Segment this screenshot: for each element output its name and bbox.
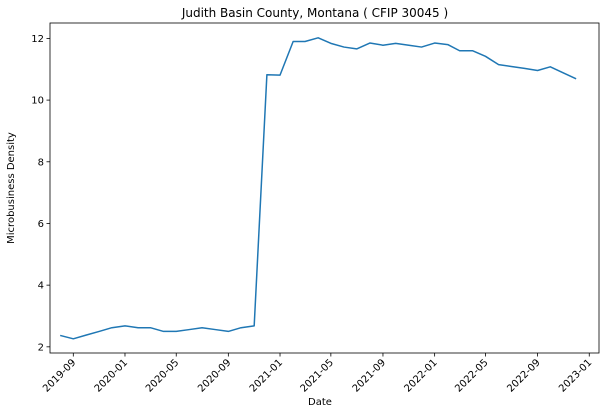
x-tick-label: 2020-09 — [196, 357, 233, 394]
y-axis-label: Microbusiness Density — [6, 132, 17, 244]
x-tick-label: 2021-09 — [351, 357, 388, 394]
x-tick-label: 2021-05 — [299, 357, 336, 394]
y-tick-label: 6 — [38, 219, 44, 230]
y-tick-label: 4 — [38, 281, 44, 292]
y-tick-label: 10 — [31, 96, 44, 107]
x-tick-label: 2019-09 — [41, 357, 78, 394]
series-group — [59, 37, 577, 340]
x-tick-label: 2020-01 — [93, 357, 130, 394]
y-axis: 2 4 6 8 10 12 — [31, 34, 50, 353]
series-line-0 — [59, 37, 577, 340]
x-tick-label: 2022-05 — [453, 357, 490, 394]
y-tick-label: 12 — [31, 34, 44, 45]
y-tick-label: 8 — [38, 157, 44, 168]
y-tick-label: 2 — [38, 342, 44, 353]
x-tick-label: 2022-09 — [505, 357, 542, 394]
plot-area — [49, 22, 600, 354]
x-axis-label: Date — [308, 397, 332, 408]
x-tick-label: 2020-05 — [144, 357, 181, 394]
x-tick-label: 2022-01 — [402, 357, 439, 394]
chart-title: Judith Basin County, Montana ( CFIP 3004… — [181, 6, 448, 20]
plot-frame — [49, 22, 600, 354]
x-axis: 2019-09 2020-01 2020-05 2020-09 2021-01 2021-… — [41, 353, 594, 395]
x-tick-label: 2021-01 — [248, 357, 285, 394]
x-tick-label: 2023-01 — [557, 357, 594, 394]
